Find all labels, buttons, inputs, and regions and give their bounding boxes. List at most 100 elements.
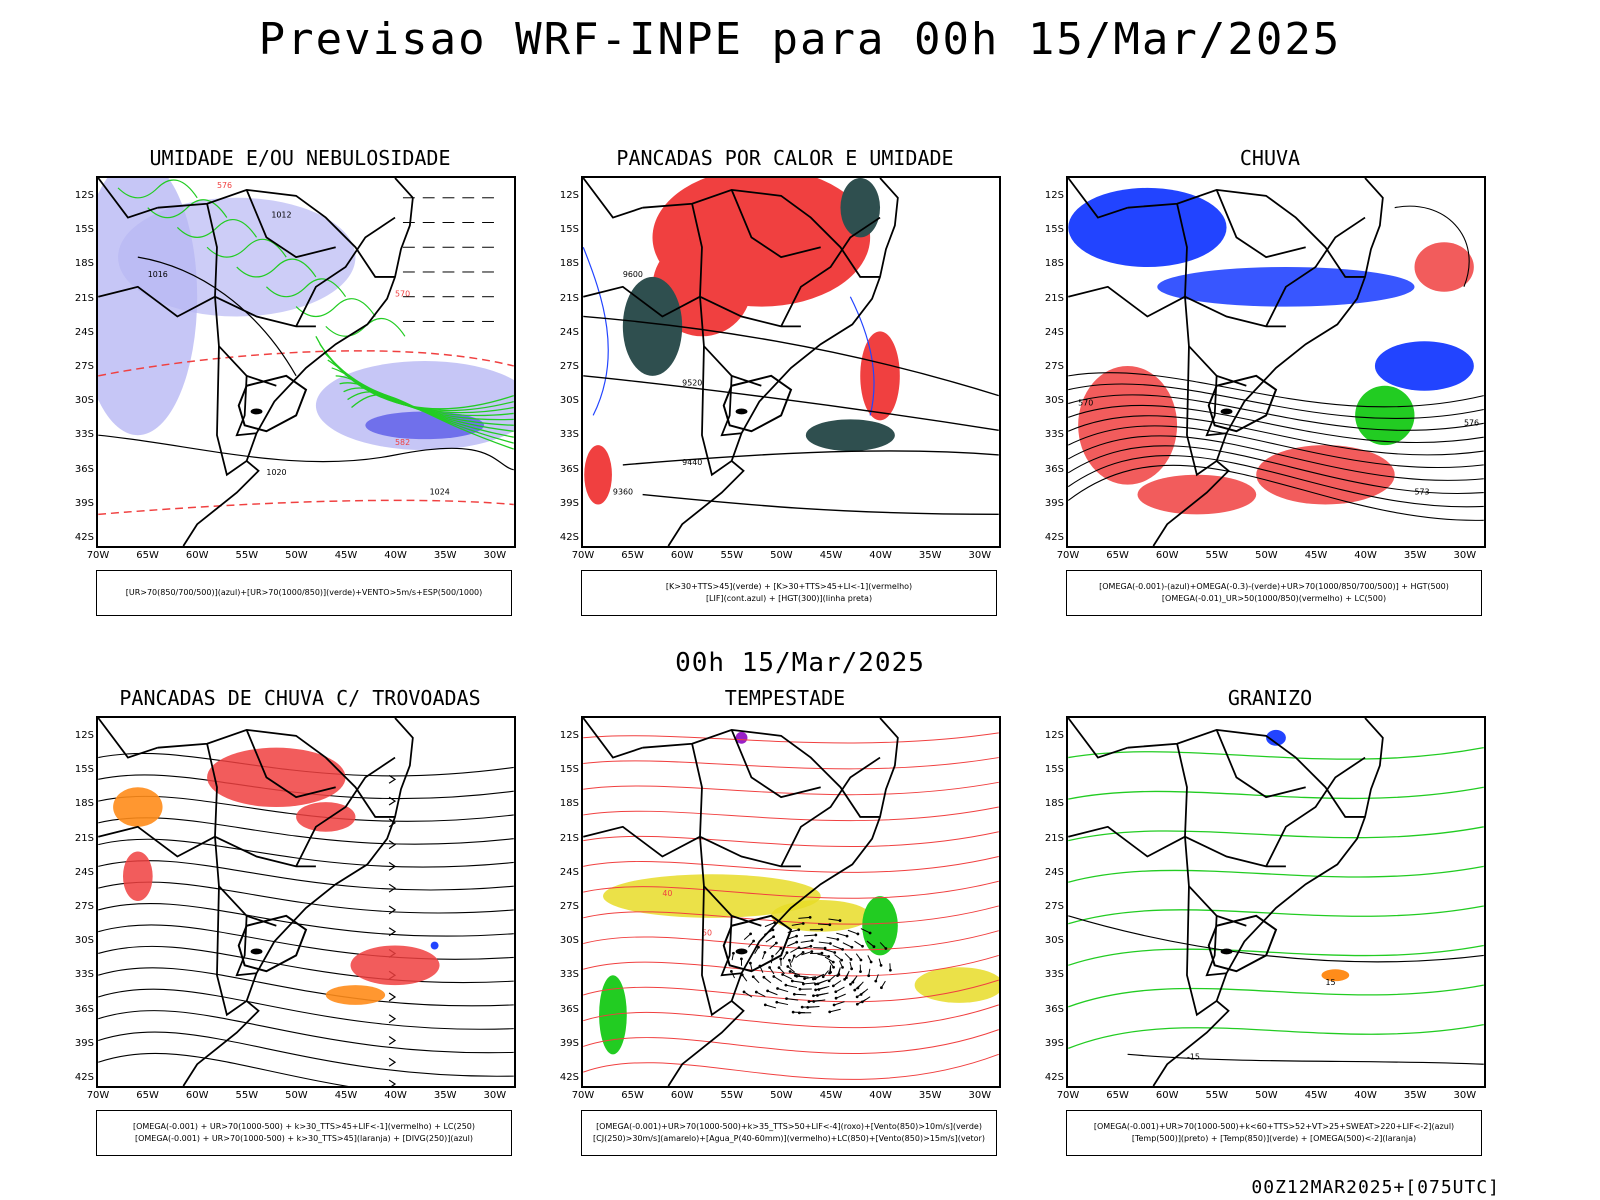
wind-vector-head bbox=[850, 945, 854, 949]
wind-vector bbox=[804, 976, 817, 980]
country-border bbox=[245, 189, 336, 259]
uruguay-border bbox=[1207, 914, 1278, 973]
wind-vector bbox=[854, 940, 863, 947]
jet-stream-field bbox=[603, 874, 821, 918]
wind-vector-head bbox=[868, 931, 872, 935]
longitude-label: 55W bbox=[235, 1090, 259, 1101]
height-contour bbox=[1068, 383, 1484, 420]
latitude-label: 30S bbox=[1044, 935, 1064, 947]
country-border bbox=[583, 285, 701, 318]
pressure-contour bbox=[98, 434, 514, 471]
longitude-label: 40W bbox=[869, 550, 892, 561]
latitude-label: 30S bbox=[559, 395, 579, 407]
wind-vector bbox=[743, 991, 753, 998]
forecast-map bbox=[96, 716, 516, 1088]
latitude-label: 39S bbox=[1044, 1037, 1064, 1049]
longitude-label: 50W bbox=[770, 1090, 793, 1101]
wind-vector-head bbox=[785, 951, 789, 955]
thunder-field-orange bbox=[325, 985, 386, 1005]
legend-line: [OMEGA(-0.01)_UR>50(1000/850)(vermelho) … bbox=[1161, 594, 1387, 603]
latitude-label: 21S bbox=[559, 832, 579, 844]
streamline bbox=[98, 945, 514, 984]
coastline bbox=[182, 718, 414, 1086]
temp850-contour bbox=[1068, 826, 1484, 842]
country-border bbox=[701, 346, 733, 477]
contour-label: 9440 bbox=[682, 458, 702, 467]
panel-tempestade: TEMPESTADE 12S 15S 18S 21S 24S 27S 30S 33S 36S 39S… bbox=[545, 686, 1025, 1156]
longitude-label: 65W bbox=[136, 550, 159, 561]
humidity-contour bbox=[295, 298, 376, 318]
wind-vector-head bbox=[869, 960, 873, 964]
contour-label: 1016 bbox=[148, 270, 168, 279]
precipitable-water-contour bbox=[583, 954, 999, 977]
latitude-label: 21S bbox=[1044, 292, 1064, 304]
country-border bbox=[235, 375, 257, 437]
lagoon bbox=[1220, 408, 1233, 415]
precipitable-water-contour bbox=[583, 831, 999, 847]
temp850-contour bbox=[1068, 1024, 1484, 1050]
streamline bbox=[98, 1010, 514, 1054]
longitude-label: 35W bbox=[1403, 550, 1427, 561]
longitude-label: 35W bbox=[918, 1090, 942, 1101]
country-border bbox=[1176, 203, 1286, 328]
country-border bbox=[642, 728, 881, 818]
panel-title: TEMPESTADE bbox=[724, 686, 846, 710]
wind-vector bbox=[828, 974, 836, 982]
longitude-label: 65W bbox=[136, 1090, 159, 1101]
wind-vector-head bbox=[786, 965, 790, 968]
wind-vector-head bbox=[773, 921, 777, 924]
latitude-label: 39S bbox=[1044, 497, 1064, 509]
wind-vector-head bbox=[849, 982, 852, 986]
height-contour bbox=[1068, 404, 1484, 444]
longitude-label: 45W bbox=[334, 1090, 358, 1101]
uruguay-border bbox=[722, 374, 793, 433]
longitude-label: 60W bbox=[1155, 1090, 1179, 1101]
panel-title: GRANIZO bbox=[1227, 686, 1313, 710]
country-border bbox=[1068, 285, 1186, 318]
streamline bbox=[98, 967, 514, 1007]
wind-vector-head bbox=[797, 946, 801, 950]
humidity-contour bbox=[176, 218, 258, 238]
wind-vector-head bbox=[762, 975, 766, 979]
wind-vector-head bbox=[776, 987, 779, 990]
wind-vector bbox=[790, 947, 800, 953]
legend-line: [OMEGA(-0.001)-(azul)+OMEGA(-0.3)-(verde… bbox=[1099, 582, 1449, 591]
latitude-label: 12S bbox=[559, 190, 579, 201]
wind-vector bbox=[860, 928, 871, 934]
wind-vector-head bbox=[855, 995, 859, 999]
wind-vector-head bbox=[781, 973, 785, 976]
height-contour bbox=[1068, 455, 1484, 508]
wind-vector-head bbox=[820, 951, 824, 955]
latitude-label: 18S bbox=[1044, 258, 1064, 270]
wind-vector bbox=[756, 991, 766, 998]
country-border bbox=[295, 756, 396, 867]
longitude-label: 50W bbox=[770, 550, 793, 561]
wind-vector-head bbox=[831, 984, 835, 988]
longitude-label: 65W bbox=[621, 550, 644, 561]
wind-vector-head bbox=[790, 979, 794, 983]
wind-vector bbox=[866, 940, 875, 948]
wind-vector bbox=[786, 941, 797, 947]
latitude-label: 42S bbox=[74, 1072, 94, 1083]
wind-vector bbox=[786, 998, 799, 1001]
panel-legend: [OMEGA(-0.001) + UR>70(1000-500) + k>30_… bbox=[96, 1110, 512, 1156]
wind-vector-head bbox=[823, 946, 827, 950]
longitude-label: 60W bbox=[185, 1090, 209, 1101]
wind-vector-head bbox=[836, 938, 840, 941]
wind-vector-head bbox=[841, 966, 844, 969]
legend-line: [CJ(250)>30m/s](amarelo)+[Agua_P(40-60mm… bbox=[593, 1134, 985, 1143]
panel-granizo: GRANIZO 12S 15S 18S 21S 24S 27S 30S 33S 36S 39S 42S… bbox=[1030, 686, 1510, 1156]
latitude-label: 15S bbox=[559, 764, 579, 776]
longitude-label: 45W bbox=[819, 1090, 843, 1101]
latitude-label: 24S bbox=[559, 326, 579, 338]
country-border bbox=[642, 188, 881, 278]
wind-vector-head bbox=[814, 933, 818, 937]
streamline-arrow bbox=[388, 883, 397, 893]
panel-legend: [OMEGA(-0.001)+UR>70(1000-500)+k>35_TTS>… bbox=[581, 1110, 997, 1156]
contour-label: 15 bbox=[1325, 978, 1335, 987]
longitude-label: 60W bbox=[670, 550, 694, 561]
wind-vector bbox=[854, 983, 862, 991]
streamline bbox=[98, 988, 514, 1030]
wind-vector bbox=[835, 993, 846, 999]
wind-vector bbox=[847, 929, 859, 935]
